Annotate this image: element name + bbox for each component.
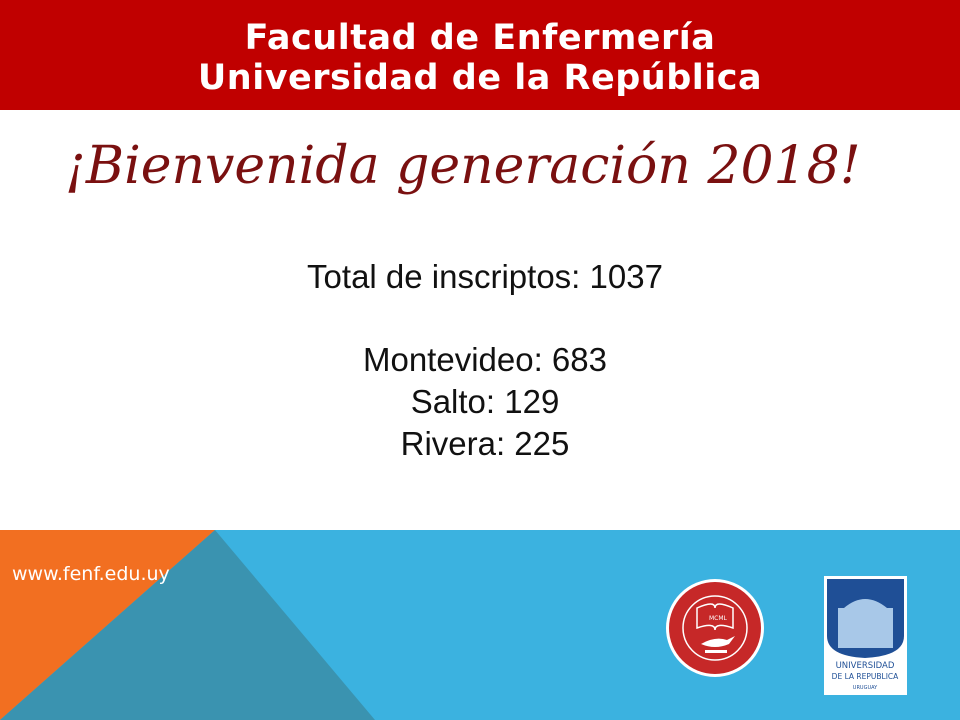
fenf-seal-logo: MCML [666, 579, 764, 677]
svg-text:URUGUAY: URUGUAY [853, 685, 878, 691]
stat-montevideo: Montevideo: 683 [362, 341, 607, 378]
website-link[interactable]: www.fenf.edu.uy [12, 563, 170, 585]
svg-text:DE LA REPUBLICA: DE LA REPUBLICA [832, 672, 899, 681]
header-line-2: Universidad de la República [197, 58, 763, 98]
udelar-logo: UNIVERSIDAD DE LA REPUBLICA URUGUAY [824, 576, 907, 695]
header-line-1: Facultad de Enfermería [244, 18, 716, 58]
footer-teal-triangle [0, 530, 375, 720]
svg-text:UNIVERSIDAD: UNIVERSIDAD [836, 661, 895, 671]
footer-band [0, 530, 960, 720]
stat-salto: Salto: 129 [410, 383, 560, 420]
svg-text:MCML: MCML [709, 615, 728, 622]
total-enrolled: Total de inscriptos: 1037 [307, 258, 663, 295]
stat-rivera: Rivera: 225 [400, 425, 570, 462]
welcome-title: ¡Bienvenida generación 2018! [65, 136, 861, 196]
header-banner: Facultad de Enfermería Universidad de la… [0, 0, 960, 110]
